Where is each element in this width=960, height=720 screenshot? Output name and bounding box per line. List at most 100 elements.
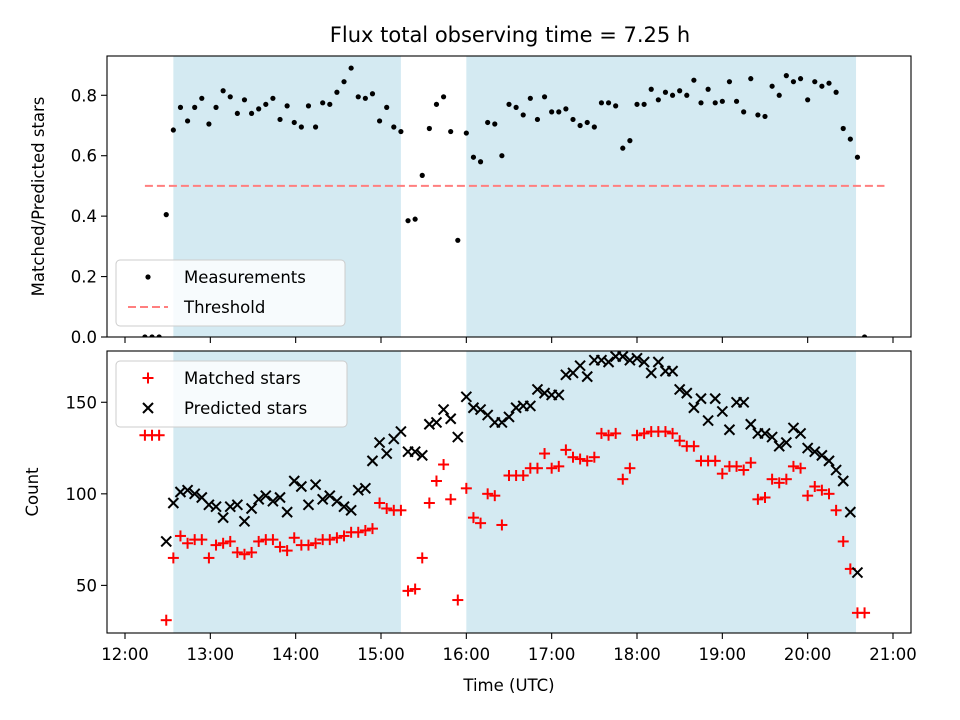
measurement-point-83 — [733, 98, 740, 104]
matched-point-14 — [238, 548, 250, 560]
predicted-point-59 — [581, 370, 593, 383]
matched-point-33 — [374, 497, 386, 509]
measurement-point-48 — [485, 119, 491, 126]
top-ytick-label-2: 0.4 — [71, 207, 97, 226]
predicted-point-74 — [688, 402, 700, 414]
predicted-point-21-b — [309, 478, 322, 491]
measurement-point-32 — [369, 91, 376, 97]
matched-point-12 — [224, 535, 236, 547]
matched-point-61 — [574, 453, 586, 465]
measurement-point-50 — [499, 153, 505, 159]
matched-point-93 — [802, 490, 814, 502]
matched-point-41 — [430, 475, 442, 487]
top-legend-label-1: Threshold — [183, 298, 265, 317]
measurement-point-96 — [826, 80, 832, 86]
measurement-point-86 — [755, 112, 761, 118]
predicted-point-39-b — [437, 403, 450, 416]
xtick-label-8: 20:00 — [784, 645, 832, 664]
measurement-point-34 — [384, 104, 390, 110]
predicted-point-88 — [787, 422, 800, 434]
measurement-point-24 — [312, 124, 319, 130]
predicted-point-7 — [210, 500, 222, 513]
predicted-point-35 — [409, 446, 421, 458]
xtick-label-9: 21:00 — [869, 645, 917, 664]
measurement-point-33 — [376, 118, 383, 124]
predicted-point-20 — [302, 499, 315, 511]
measurement-point-35 — [391, 124, 397, 130]
matched-point-3 — [160, 614, 172, 626]
predicted-point-36-b — [416, 449, 428, 462]
predicted-point-19 — [295, 480, 308, 493]
predicted-point-47 — [496, 416, 508, 429]
matched-point-28 — [338, 530, 350, 542]
matched-point-92 — [795, 462, 807, 474]
bottom-y-axis-label: Count — [23, 467, 42, 517]
predicted-point-92 — [816, 449, 828, 462]
measurement-point-51 — [506, 101, 512, 107]
measurement-point-38 — [412, 216, 418, 222]
predicted-point-23-b — [324, 489, 336, 502]
predicted-point-82 — [745, 418, 757, 430]
measurement-point-30 — [355, 94, 361, 100]
measurement-point-45 — [463, 130, 469, 136]
measurement-point-97 — [833, 89, 839, 95]
measurement-point-75 — [677, 88, 683, 94]
matched-point-27 — [331, 532, 343, 544]
predicted-point-93-b — [823, 455, 835, 467]
predicted-point-22 — [316, 493, 329, 506]
predicted-point-58-b — [574, 359, 586, 372]
top-data-marks — [142, 65, 885, 337]
matched-point-69 — [631, 429, 643, 441]
bottom-legend-label-0: Matched stars — [184, 369, 301, 388]
predicted-point-39 — [437, 403, 450, 416]
top-shade-1 — [466, 56, 857, 337]
predicted-point-13 — [252, 493, 265, 506]
measurement-point-31 — [362, 95, 368, 101]
predicted-point-1 — [167, 497, 180, 509]
matched-point-68 — [624, 462, 636, 474]
bottom-legend-marker-0 — [142, 372, 154, 384]
matched-point-34 — [381, 502, 393, 514]
matched-point-73 — [659, 426, 671, 438]
predicted-point-82-b — [745, 418, 757, 430]
measurement-point-63 — [591, 124, 597, 130]
bottom-legend-marker-1 — [142, 402, 154, 414]
predicted-point-59-b — [581, 370, 593, 383]
predicted-point-37-b — [423, 418, 436, 430]
predicted-point-9-b — [224, 500, 236, 513]
matched-point-18 — [267, 534, 279, 546]
matched-point-23 — [302, 539, 314, 551]
predicted-point-38 — [430, 416, 443, 429]
predicted-point-72-b — [673, 383, 686, 396]
predicted-point-45-b — [481, 409, 494, 421]
matched-point-85 — [745, 457, 757, 469]
predicted-point-47-b — [496, 416, 508, 429]
predicted-point-44-b — [474, 403, 487, 416]
measurement-point-69 — [634, 101, 640, 107]
predicted-point-89 — [794, 427, 807, 440]
predicted-point-96-b — [844, 506, 857, 518]
measurement-point-12 — [227, 94, 233, 100]
measurement-point-28 — [341, 79, 347, 85]
matched-point-95 — [816, 484, 828, 496]
matched-point-13 — [231, 546, 243, 558]
measurement-point-36 — [398, 128, 404, 135]
predicted-point-81-b — [737, 396, 750, 408]
measurement-point-23 — [305, 103, 312, 109]
bottom-axes-frame — [106, 350, 912, 634]
measurement-point-43 — [448, 128, 454, 135]
measurement-point-13 — [234, 110, 240, 117]
predicted-point-75 — [695, 392, 707, 405]
predicted-point-88-b — [787, 422, 800, 434]
matched-point-24 — [310, 537, 322, 549]
predicted-point-24 — [331, 495, 343, 507]
matched-point-62 — [581, 455, 593, 467]
predicted-point-79 — [723, 424, 736, 436]
top-legend-label-0: Measurements — [184, 268, 306, 287]
predicted-point-56-b — [560, 369, 572, 381]
predicted-point-18-b — [288, 475, 300, 487]
measurement-point-4 — [170, 127, 176, 133]
top-x-ticks — [124, 337, 894, 343]
